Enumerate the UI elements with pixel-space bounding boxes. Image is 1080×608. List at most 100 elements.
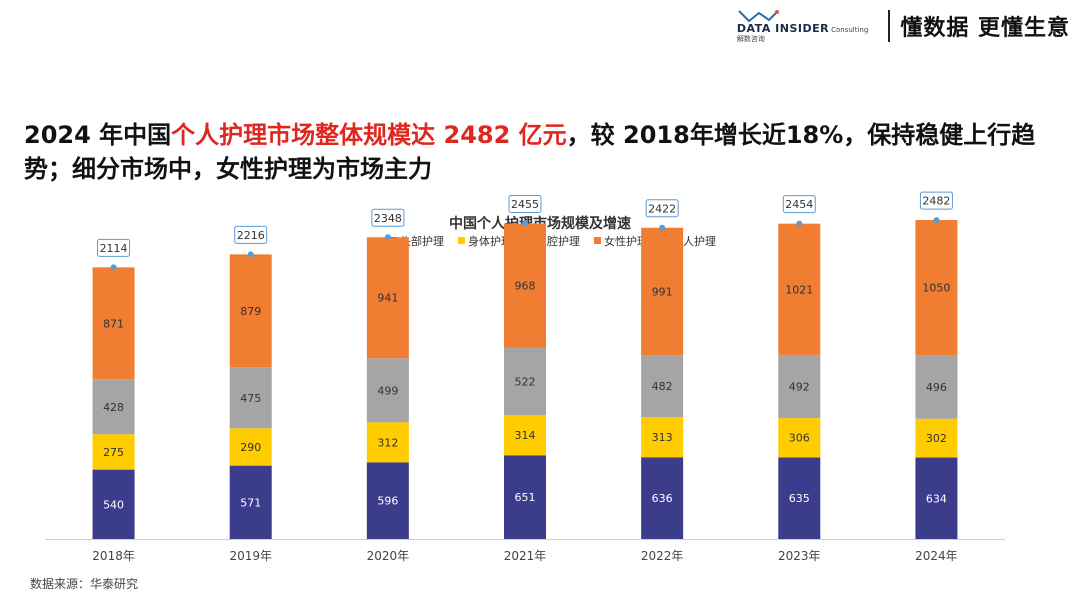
slogan: 懂数据 更懂生意 (900, 16, 1070, 41)
total-dot-3 (522, 220, 528, 227)
logo-mark-icon (738, 9, 779, 22)
bar-label-1-6: 302 (926, 432, 947, 445)
x-tick-label-5: 2023年 (778, 549, 821, 563)
bar-1-5 (778, 418, 821, 458)
bar-1-1 (229, 428, 272, 466)
logo: DATA INSIDER Consulting 解数咨询 (737, 9, 868, 44)
bar-3-2 (366, 237, 409, 359)
bar-0-6 (915, 457, 958, 539)
bar-label-0-0: 540 (103, 498, 124, 511)
total-dot-4 (659, 224, 666, 231)
bar-2-2 (366, 358, 409, 423)
x-tick-label-6: 2024年 (915, 549, 958, 563)
bar-3-5 (778, 223, 821, 355)
total-label-box-6 (919, 191, 953, 210)
bar-label-1-4: 313 (652, 431, 673, 444)
legend-label-0: 头部护理 (400, 234, 444, 248)
total-dot-5 (796, 220, 803, 227)
chart-title: 中国个人护理市场规模及增速 (449, 215, 631, 232)
total-label-box-5 (782, 195, 816, 214)
bar-0-5 (778, 457, 821, 539)
bar-label-0-4: 636 (652, 492, 673, 505)
bar-1-6 (915, 418, 958, 458)
total-label-box-1 (234, 225, 268, 244)
total-label-box-2 (371, 208, 405, 227)
bar-label-3-5: 1021 (785, 283, 813, 296)
header-divider (888, 10, 891, 42)
headline: 2024 年中国个人护理市场整体规模达 2482 亿元，较 2018年增长近18… (24, 118, 1064, 186)
bar-2-5 (778, 354, 821, 419)
headline-part2: ，较 2018年增长近18%，保持稳健上行趋势；细分市场中，女性护理为市场主力 (24, 121, 1036, 183)
legend-swatch-3 (594, 237, 601, 244)
data-source: 数据来源：华泰研究 (30, 577, 139, 591)
x-tick-label-4: 2022年 (641, 549, 684, 563)
total-dot-0 (110, 264, 117, 271)
logo-subtext: 解数咨询 (736, 34, 765, 43)
bar-2-0 (92, 379, 135, 435)
bar-label-1-5: 306 (789, 432, 810, 445)
total-label-6: 2482 (922, 195, 950, 208)
total-label-2: 2348 (374, 212, 402, 225)
bar-label-2-2: 499 (377, 384, 398, 397)
logo-text: DATA INSIDER (736, 21, 830, 35)
bar-1-0 (92, 434, 135, 470)
total-dot-6 (933, 217, 940, 224)
total-label-0: 2114 (100, 242, 128, 255)
bar-label-0-6: 634 (926, 492, 947, 505)
total-label-3: 2455 (511, 198, 539, 211)
x-tick-label-2: 2020年 (367, 549, 410, 563)
bar-3-0 (92, 267, 135, 380)
bar-label-0-1: 571 (240, 496, 261, 509)
bar-label-3-1: 879 (240, 305, 261, 318)
bar-label-2-1: 475 (240, 392, 261, 405)
bar-label-0-3: 651 (515, 491, 536, 504)
bar-2-1 (229, 367, 272, 429)
bar-label-3-6: 1050 (922, 282, 950, 295)
bar-label-0-5: 635 (789, 492, 810, 505)
headline-highlight: 个人护理市场整体规模达 2482 亿元 (171, 121, 567, 149)
bar-label-3-3: 968 (515, 280, 536, 293)
bar-0-1 (229, 465, 272, 539)
x-tick-label-0: 2018年 (92, 549, 135, 563)
x-tick-label-3: 2021年 (504, 549, 547, 563)
bar-label-1-3: 314 (515, 429, 536, 442)
bar-label-1-1: 290 (240, 441, 261, 454)
headline-part1: 2024 年中国 (24, 121, 172, 149)
bar-2-6 (915, 354, 958, 419)
x-tick-label-1: 2019年 (229, 549, 272, 563)
bar-0-2 (366, 462, 409, 539)
bar-label-1-0: 275 (103, 446, 124, 459)
total-label-5: 2454 (785, 198, 813, 211)
bar-3-3 (504, 223, 546, 348)
bar-label-2-3: 522 (515, 375, 536, 388)
bar-1-3 (504, 414, 546, 456)
bar-1-4 (641, 417, 684, 458)
bar-label-3-4: 991 (652, 285, 673, 298)
total-label-1: 2216 (237, 229, 265, 242)
total-dot-1 (247, 251, 254, 258)
legend-label-1: 身体护理 (468, 234, 512, 248)
bar-0-4 (641, 457, 684, 539)
bar-0-0 (92, 469, 135, 539)
bar-label-2-6: 496 (926, 381, 947, 394)
total-label-box-4 (645, 199, 679, 218)
total-label-4: 2422 (648, 202, 676, 215)
bar-2-3 (504, 347, 546, 415)
bar-0-3 (504, 455, 546, 539)
total-dot-2 (384, 234, 391, 241)
legend-label-2: 口腔护理 (536, 234, 580, 248)
bar-label-2-4: 482 (652, 380, 673, 393)
brand-header: DATA INSIDER Consulting 解数咨询 懂数据 更懂生意 (737, 6, 1070, 46)
bar-1-2 (366, 422, 409, 463)
bar-label-3-2: 941 (377, 292, 398, 305)
bar-label-1-2: 312 (377, 436, 398, 449)
legend-swatch-1 (458, 237, 465, 244)
logo-superscript: Consulting (831, 25, 869, 34)
bar-2-4 (641, 355, 684, 418)
bar-label-0-2: 596 (377, 495, 398, 508)
bar-label-3-0: 871 (103, 317, 124, 330)
bar-3-6 (915, 220, 958, 355)
bar-3-1 (229, 254, 272, 368)
legend-label-3: 女性护理 (604, 234, 648, 248)
bar-label-2-0: 428 (103, 401, 124, 414)
